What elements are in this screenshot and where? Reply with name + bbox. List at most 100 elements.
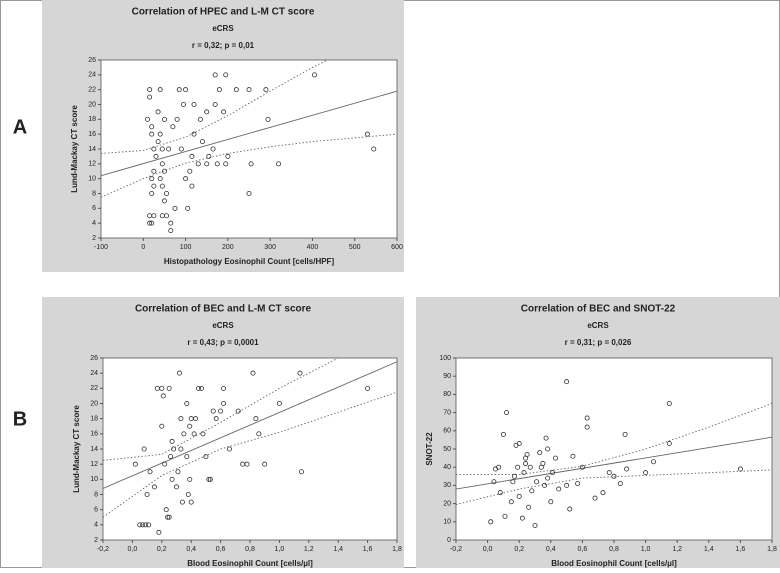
data-point	[200, 431, 206, 437]
data-point	[191, 131, 197, 137]
data-point	[651, 459, 657, 465]
data-point	[500, 431, 506, 437]
x-tick-label: 500	[349, 244, 361, 251]
data-point	[173, 484, 179, 490]
plot-area	[102, 357, 398, 541]
data-point	[276, 400, 282, 406]
data-point	[502, 513, 508, 519]
data-point	[584, 424, 590, 430]
data-point	[180, 102, 186, 108]
data-point	[579, 464, 585, 470]
data-point	[132, 461, 138, 467]
data-point	[151, 213, 157, 219]
x-tick-label: 0	[141, 244, 145, 251]
data-point	[592, 495, 598, 501]
y-tick-label: 24	[90, 370, 98, 377]
data-point	[176, 370, 182, 376]
data-point	[174, 116, 180, 122]
data-point	[191, 431, 197, 437]
y-tick-label: 14	[90, 446, 98, 453]
x-tick-label: 1,4	[333, 546, 343, 553]
y-tick-label: 6	[94, 507, 98, 514]
data-point	[181, 431, 187, 437]
data-point	[606, 470, 612, 476]
y-tick-label: 2	[92, 235, 96, 242]
x-tick-label: 0,0	[128, 546, 138, 553]
data-point	[643, 470, 649, 476]
data-point	[169, 476, 175, 482]
data-point	[519, 515, 525, 521]
data-point	[212, 72, 218, 78]
data-point	[233, 87, 239, 93]
chart-subtitle: eCRS	[212, 24, 234, 33]
y-tick-label: 50	[443, 446, 451, 453]
data-point	[159, 183, 165, 189]
data-point	[185, 205, 191, 211]
fit-line	[101, 90, 397, 177]
y-tick-label: 70	[443, 409, 451, 416]
y-tick-label: 4	[94, 522, 98, 529]
data-point	[214, 161, 220, 167]
x-tick-label: -100	[94, 244, 108, 251]
data-point	[196, 385, 202, 391]
data-point	[188, 499, 194, 505]
data-point	[221, 109, 227, 115]
data-point	[155, 109, 161, 115]
data-point	[235, 408, 241, 414]
data-point	[164, 190, 170, 196]
data-point	[141, 446, 147, 452]
data-point	[187, 168, 193, 174]
plot-area	[100, 59, 398, 239]
data-point	[510, 479, 516, 485]
data-point	[151, 484, 157, 490]
x-tick-label: 1,6	[363, 546, 373, 553]
data-point	[163, 507, 169, 513]
data-point	[540, 461, 546, 467]
x-tick-label: 200	[222, 244, 234, 251]
x-tick-label: 600	[391, 244, 403, 251]
data-point	[534, 479, 540, 485]
y-tick-label: 14	[88, 146, 96, 153]
data-point	[159, 146, 165, 152]
data-point	[611, 473, 617, 479]
fit-line	[103, 361, 397, 489]
data-point	[617, 481, 623, 487]
data-point	[193, 416, 199, 422]
data-point	[262, 461, 268, 467]
y-tick-label: 40	[443, 464, 451, 471]
data-point	[265, 116, 271, 122]
y-tick-label: 16	[90, 431, 98, 438]
ci-line	[456, 469, 772, 505]
data-point	[149, 131, 155, 137]
y-axis-label: SNOT-22	[425, 432, 434, 466]
data-point	[168, 454, 174, 460]
x-tick-label: 1,0	[275, 546, 285, 553]
ci-line	[101, 60, 329, 154]
data-point	[162, 461, 168, 467]
data-point	[149, 220, 155, 226]
data-point	[187, 423, 193, 429]
data-point	[198, 385, 204, 391]
data-point	[168, 228, 174, 234]
data-point	[529, 488, 535, 494]
data-point	[206, 153, 212, 159]
data-point	[204, 161, 210, 167]
panel-label: B	[13, 408, 27, 430]
data-point	[511, 473, 517, 479]
data-point	[185, 491, 191, 497]
data-point	[166, 385, 172, 391]
data-point	[159, 385, 165, 391]
data-point	[515, 464, 521, 470]
y-tick-label: 20	[88, 101, 96, 108]
data-point	[221, 385, 227, 391]
data-point	[159, 161, 165, 167]
y-tick-label: 12	[90, 461, 98, 468]
x-tick-label: 0,6	[216, 546, 226, 553]
data-point	[622, 431, 628, 437]
x-tick-label: 1,4	[704, 546, 714, 553]
x-tick-label: 100	[180, 244, 192, 251]
data-point	[504, 410, 510, 416]
y-tick-label: 24	[88, 72, 96, 79]
y-tick-label: 6	[92, 205, 96, 212]
data-point	[223, 161, 229, 167]
